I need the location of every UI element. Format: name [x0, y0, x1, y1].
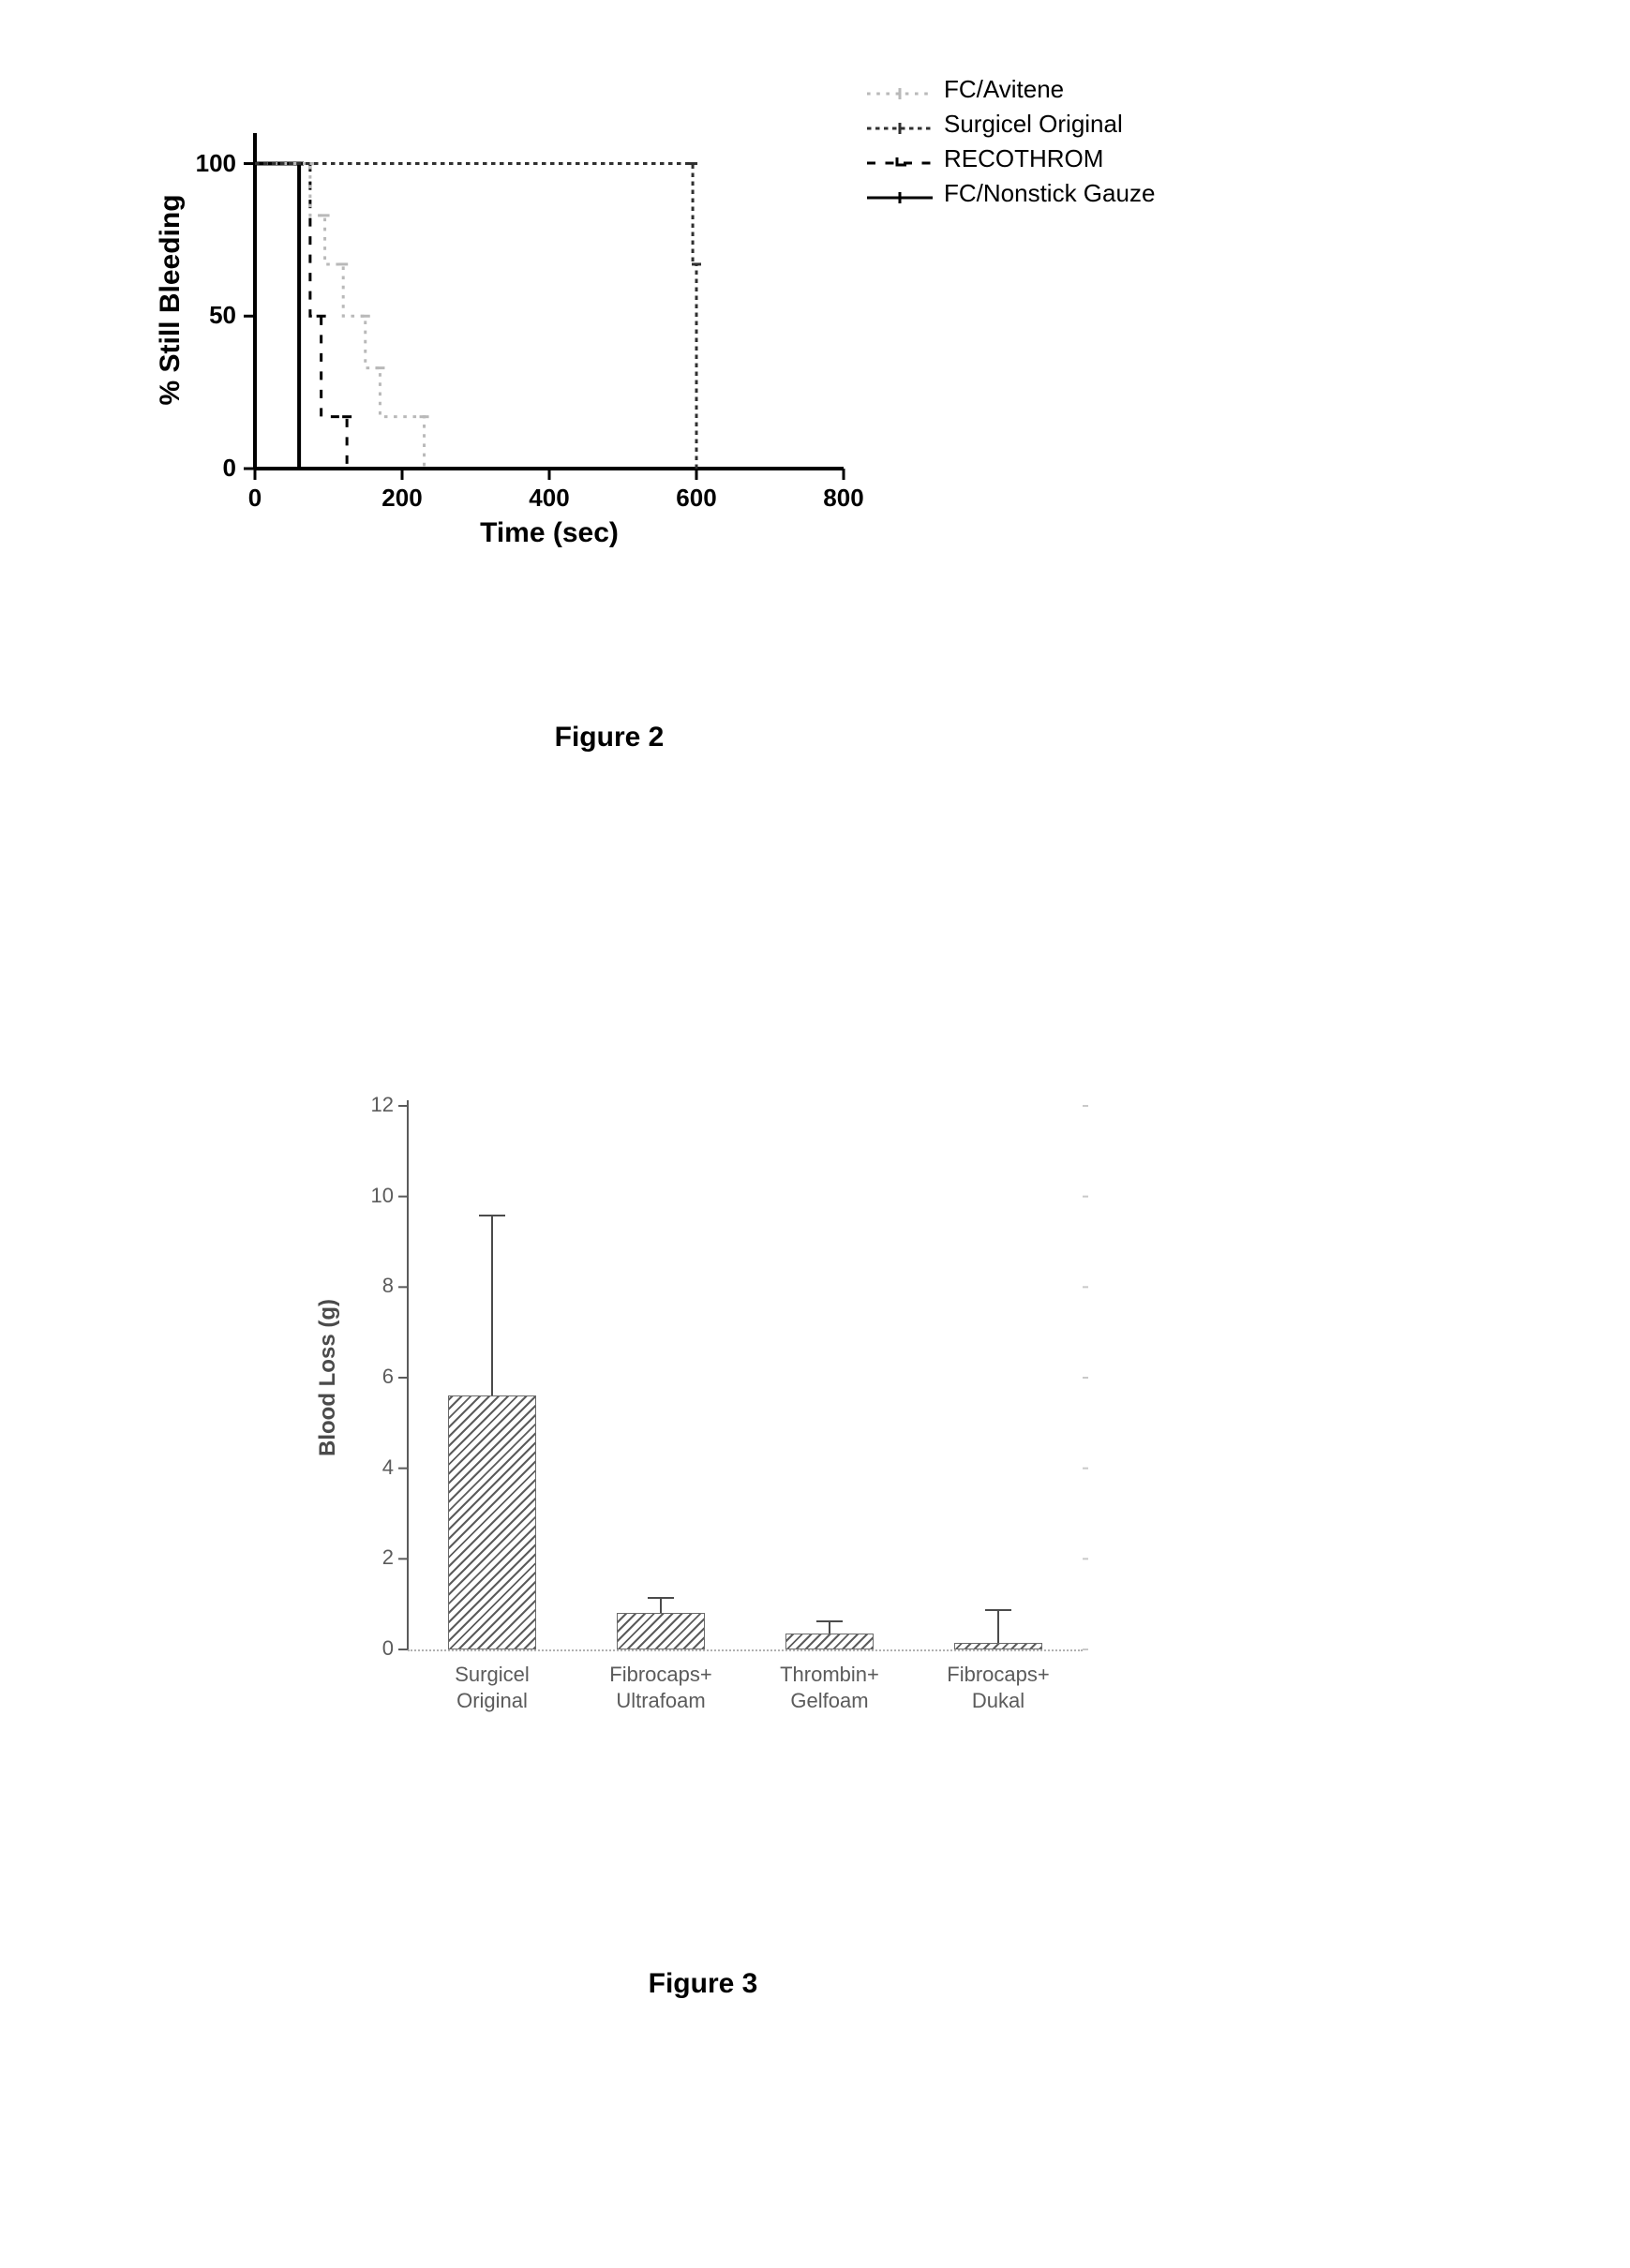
- legend-label: FC/Nonstick Gauze: [944, 179, 1155, 208]
- bar-category-label: Original: [408, 1689, 576, 1713]
- x-tick-label: 600: [654, 484, 739, 513]
- legend-swatch: [867, 81, 933, 99]
- legend-item: FC/Avitene: [867, 75, 1155, 104]
- x-tick-label: 200: [360, 484, 444, 513]
- legend-label: RECOTHROM: [944, 144, 1103, 173]
- y-tick-label: 4: [342, 1455, 394, 1480]
- x-baseline: [408, 1649, 1083, 1651]
- figure-3-caption: Figure 3: [281, 1968, 1125, 2000]
- legend-swatch: [867, 185, 933, 203]
- series-fc-avitene: [255, 164, 425, 469]
- y-tick-label: 12: [342, 1093, 394, 1117]
- bar-category-label: Thrombin+: [745, 1663, 914, 1687]
- error-bar: [829, 1620, 830, 1634]
- y-tick-label: 2: [342, 1545, 394, 1570]
- y-tick-label: 100: [171, 149, 236, 178]
- y-axis-title: % Still Bleeding: [155, 178, 187, 422]
- y-tick-label: 0: [342, 1636, 394, 1661]
- bar-category-label: Dukal: [914, 1689, 1083, 1713]
- error-bar: [660, 1597, 662, 1613]
- bar-fibrocaps-ultrafoam: [617, 1613, 705, 1649]
- x-tick-label: 800: [801, 484, 886, 513]
- legend: FC/Avitene Surgicel Original RECOTHROM FC/N…: [867, 75, 1155, 214]
- series-fc-nonstick-gauze: [255, 164, 299, 469]
- bar-category-label: Fibrocaps+: [576, 1663, 745, 1687]
- error-bar: [491, 1215, 493, 1395]
- legend-swatch: [867, 150, 933, 169]
- bar-category-label: Ultrafoam: [576, 1689, 745, 1713]
- page-root: 0501000200400600800% Still BleedingTime …: [0, 0, 1630, 2268]
- figure-2-chart: 0501000200400600800% Still BleedingTime …: [141, 37, 1078, 600]
- y-axis-title: Blood Loss (g): [315, 1275, 341, 1481]
- figure-3-chart: 024681012Blood Loss (g)SurgicelOriginalF…: [281, 1078, 1125, 1809]
- bar-category-label: Surgicel: [408, 1663, 576, 1687]
- error-cap: [816, 1620, 843, 1622]
- error-cap: [985, 1609, 1011, 1611]
- bar-category-label: Fibrocaps+: [914, 1663, 1083, 1687]
- bar-surgicel-original: [448, 1395, 536, 1649]
- y-tick-label: 8: [342, 1274, 394, 1298]
- x-axis-title: Time (sec): [255, 517, 844, 549]
- error-cap: [479, 1215, 505, 1216]
- legend-swatch: [867, 115, 933, 134]
- legend-label: Surgicel Original: [944, 110, 1123, 139]
- x-tick-label: 0: [213, 484, 297, 513]
- x-tick-label: 400: [507, 484, 591, 513]
- y-tick-label: 0: [171, 454, 236, 483]
- error-cap: [648, 1597, 674, 1599]
- figure-2-caption: Figure 2: [141, 722, 1078, 754]
- legend-item: FC/Nonstick Gauze: [867, 179, 1155, 208]
- legend-label: FC/Avitene: [944, 75, 1064, 104]
- y-tick-label: 10: [342, 1184, 394, 1208]
- bar-fibrocaps-dukal: [954, 1643, 1042, 1649]
- legend-item: Surgicel Original: [867, 110, 1155, 139]
- y-tick-label: 6: [342, 1365, 394, 1389]
- legend-item: RECOTHROM: [867, 144, 1155, 173]
- error-bar: [997, 1609, 999, 1643]
- bar-thrombin-gelfoam: [785, 1634, 874, 1649]
- bar-category-label: Gelfoam: [745, 1689, 914, 1713]
